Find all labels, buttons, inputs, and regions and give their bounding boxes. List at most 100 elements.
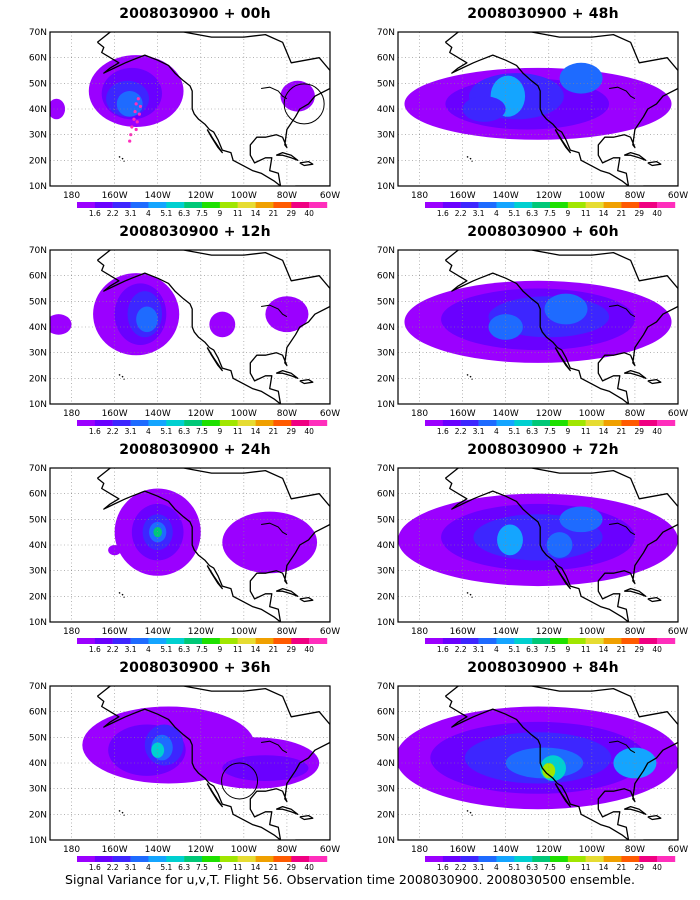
lon-label: 140W: [145, 627, 171, 637]
lon-label: 160W: [102, 845, 128, 855]
lat-label: 10N: [29, 182, 47, 192]
lon-label: 180: [63, 191, 80, 201]
lon-label: 140W: [145, 845, 171, 855]
lat-label: 30N: [29, 785, 47, 795]
lat-label: 10N: [29, 618, 47, 628]
coastline: [623, 587, 647, 597]
lon-label: 80W: [277, 191, 297, 201]
colorbar-swatch: [460, 202, 479, 208]
colorbar-swatch: [237, 638, 256, 644]
colorbar-label: 14: [251, 427, 261, 436]
colorbar-label: 7.5: [544, 645, 556, 654]
coastline: [299, 378, 314, 385]
colorbar-label: 5.1: [508, 645, 520, 654]
colorbar-label: 14: [599, 645, 609, 654]
colorbar-swatch: [273, 202, 292, 208]
colorbar-label: 29: [287, 427, 297, 436]
lat-label: 70N: [377, 682, 395, 692]
colorbar-label: 6.3: [178, 645, 190, 654]
target-circle: [283, 83, 325, 125]
colorbar-label: 11: [233, 427, 243, 436]
colorbar-label: 40: [652, 863, 662, 872]
colorbar-swatch: [255, 638, 274, 644]
coastline: [444, 250, 678, 404]
coastline: [554, 129, 571, 154]
colorbar-swatch: [184, 420, 203, 426]
colorbar-swatch: [425, 856, 444, 862]
colorbar-label: 1.6: [89, 863, 101, 872]
lon-label: 120W: [188, 627, 214, 637]
lon-label: 120W: [536, 627, 562, 637]
colorbar-label: 3.1: [125, 645, 137, 654]
colorbar-label: 9: [565, 209, 570, 218]
coastline: [444, 477, 629, 622]
lat-label: 50N: [29, 515, 47, 525]
colorbar-label: 3.1: [473, 427, 485, 436]
coastline: [275, 369, 299, 379]
colorbar-label: 2.2: [455, 427, 467, 436]
lon-label: 120W: [188, 409, 214, 419]
panel-title: 2008030900 + 72h: [467, 442, 619, 458]
panel-title: 2008030900 + 60h: [467, 224, 619, 240]
colorbar-swatch: [166, 638, 185, 644]
observation-point: [128, 139, 132, 143]
map-panel-36h: 2008030900 + 36h 70N 60N 50N 40N 30N 20N 10N 18…: [20, 654, 355, 872]
colorbar-swatch: [442, 420, 461, 426]
colorbar-swatch: [567, 420, 586, 426]
lat-label: 40N: [29, 105, 47, 115]
map-area: [398, 32, 678, 186]
colorbar-swatch: [166, 202, 185, 208]
colorbar-swatch: [603, 202, 622, 208]
map-area: [50, 686, 330, 840]
variance-contour: [488, 314, 523, 340]
map-panel-00h: 2008030900 + 00h 70N 60N 50N 40N 30N 20N 10N 18…: [20, 0, 355, 218]
variance-map: 70N 60N 50N 40N 30N 20N 10N 180 160W 140W 120W 100W…: [377, 28, 688, 218]
lat-label: 70N: [29, 464, 47, 474]
colorbar-swatch: [514, 202, 533, 208]
lon-label: 80W: [277, 627, 297, 637]
lon-label: 60W: [320, 627, 340, 637]
map-frame: [397, 31, 679, 187]
colorbar-label: 5.1: [160, 427, 172, 436]
map-frame: [397, 249, 679, 405]
colorbar-label: 3.1: [473, 863, 485, 872]
coastline: [206, 129, 223, 154]
lon-label: 180: [63, 627, 80, 637]
colorbar-label: 29: [635, 645, 645, 654]
colorbar-swatch: [425, 638, 444, 644]
colorbar-swatch: [202, 856, 221, 862]
colorbar-swatch: [219, 638, 238, 644]
variance-contour: [462, 96, 506, 122]
variance-contour: [559, 62, 603, 94]
coastline: [647, 814, 662, 821]
lon-label: 180: [411, 409, 428, 419]
lat-label: 20N: [29, 156, 47, 166]
map-area: [398, 250, 678, 404]
colorbar-swatch: [621, 638, 640, 644]
coastline: [623, 369, 647, 379]
colorbar-label: 1.6: [89, 427, 101, 436]
colorbar-swatch: [639, 202, 658, 208]
colorbar-label: 11: [233, 863, 243, 872]
colorbar-swatch: [273, 856, 292, 862]
colorbar-swatch: [219, 202, 238, 208]
colorbar-label: 29: [635, 863, 645, 872]
colorbar-swatch: [442, 638, 461, 644]
colorbar-label: 7.5: [196, 863, 208, 872]
lon-label: 160W: [102, 627, 128, 637]
map-area: [398, 468, 678, 622]
colorbar-swatch: [237, 856, 256, 862]
coastline: [609, 522, 636, 536]
colorbar-label: 2.2: [107, 427, 119, 436]
colorbar-swatch: [309, 856, 328, 862]
colorbar-swatch: [202, 638, 221, 644]
coastline: [206, 783, 223, 808]
colorbar-swatch: [130, 856, 149, 862]
colorbar-label: 29: [287, 645, 297, 654]
colorbar-label: 11: [233, 209, 243, 218]
observation-point: [136, 97, 140, 101]
colorbar-label: 2.2: [107, 863, 119, 872]
colorbar-label: 40: [304, 427, 314, 436]
colorbar-swatch: [657, 638, 676, 644]
colorbar-label: 6.3: [526, 863, 538, 872]
